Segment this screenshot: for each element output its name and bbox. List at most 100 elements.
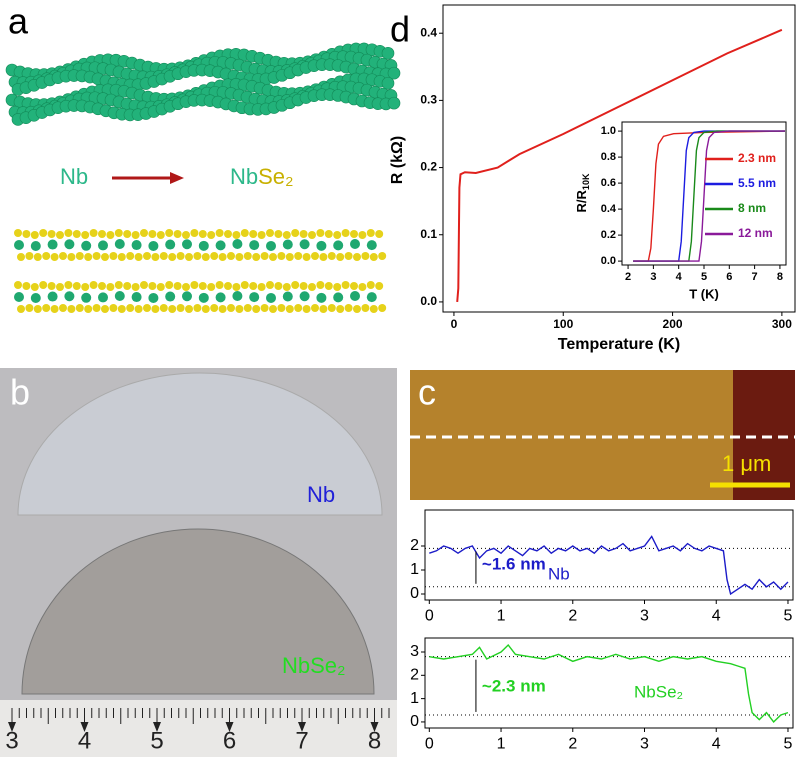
se-atom [336, 305, 345, 313]
nb-atom [148, 292, 159, 303]
se-atom [72, 282, 81, 290]
se-atom [30, 283, 39, 291]
se-atom [257, 283, 266, 291]
nb-atom [131, 240, 142, 251]
se-atom [42, 252, 51, 260]
se-atom [198, 230, 207, 238]
se-atom [201, 253, 210, 261]
se-atom [294, 252, 303, 260]
nb-atom [215, 240, 226, 251]
nb-atom [98, 292, 108, 303]
se-atom [148, 282, 157, 290]
y-tick-label: 1.0 [601, 125, 616, 137]
se-atom [274, 282, 283, 290]
se-atom [299, 230, 308, 238]
y-axis-title-main: R/R [574, 189, 589, 212]
nb-atom [249, 292, 260, 303]
panel-label: b [10, 372, 30, 413]
se-atom [311, 252, 319, 260]
x-tick-label: 3 [640, 736, 649, 753]
se-atom [117, 305, 126, 313]
nb-atom [316, 292, 327, 303]
ruler-arrow [153, 722, 161, 732]
se-atom [319, 305, 328, 313]
se-atom [156, 231, 165, 239]
se-atom [358, 231, 367, 239]
y-tick-label: 2 [410, 537, 419, 554]
se-atom [39, 281, 48, 289]
step-height: ~1.6 nm [482, 554, 546, 573]
x-tick-label: 0 [451, 317, 458, 331]
se-atom [114, 281, 123, 289]
se-atom [67, 253, 76, 261]
se-atom [215, 229, 224, 237]
to-metal: Nb [230, 164, 258, 189]
se-atom [366, 281, 375, 289]
x-axis-title: Temperature (K) [558, 336, 680, 353]
se-atom [193, 252, 202, 260]
se-atom [106, 231, 115, 239]
se-atom [344, 252, 353, 260]
x-tick-label: 4 [712, 736, 721, 753]
panel-b: 3 4 5 6 7 8 [0, 368, 397, 757]
se-atom [341, 281, 350, 289]
y-axis-title: R (kΩ) [389, 136, 406, 184]
se-atom [277, 304, 286, 312]
x-tick-label: 4 [676, 271, 683, 283]
se-atom [131, 231, 140, 239]
se-atom [123, 282, 132, 290]
x-tick-label: 8 [777, 271, 783, 283]
se-atom [109, 252, 118, 260]
se-atom [67, 305, 76, 313]
nb-atom [215, 292, 226, 303]
se-atom [148, 230, 157, 238]
se-atom [159, 304, 168, 312]
se-atom [190, 281, 199, 289]
se-atom [198, 282, 207, 290]
x-tick-label: 100 [553, 317, 573, 331]
se-atom [140, 281, 148, 289]
se-atom [190, 229, 199, 237]
nb-atom [30, 292, 41, 303]
se-atom [369, 305, 378, 313]
atom [381, 76, 395, 90]
se-atom [140, 229, 148, 237]
nb-atom [282, 239, 293, 250]
ruler-ticks: 3 4 5 6 7 8 [5, 708, 390, 754]
se-atom [14, 229, 22, 237]
se-atom [294, 304, 303, 312]
se-atom [269, 253, 277, 261]
se-atom [134, 305, 143, 313]
se-atom [56, 283, 64, 291]
se-atom [344, 304, 353, 312]
ruler-label: 4 [78, 727, 91, 754]
se-atom [240, 281, 249, 289]
y-tick-label: 0.6 [601, 177, 616, 189]
ruler [0, 700, 397, 757]
series-line [633, 130, 785, 262]
se-atom [25, 304, 34, 312]
se-atom [235, 305, 244, 313]
se-atom [92, 304, 101, 312]
series-line [633, 130, 785, 262]
nb-atom [114, 291, 125, 302]
nb-atom [98, 240, 108, 251]
afm-image [410, 370, 795, 500]
se-atom [185, 253, 193, 261]
se-atom [22, 230, 31, 238]
se-atom [64, 281, 73, 289]
se-atom [131, 283, 140, 291]
se-atom [59, 252, 67, 260]
se-atom [101, 305, 109, 313]
se-atom [311, 304, 319, 312]
se-atom [17, 253, 25, 261]
se-atom [42, 304, 51, 312]
se-atom [308, 231, 316, 239]
se-atom [333, 231, 342, 239]
se-atom [308, 283, 316, 291]
step-height: ~2.3 nm [482, 676, 546, 695]
series-line [429, 535, 789, 596]
se-atom [173, 282, 182, 290]
x-tick-label: 2 [625, 271, 631, 283]
